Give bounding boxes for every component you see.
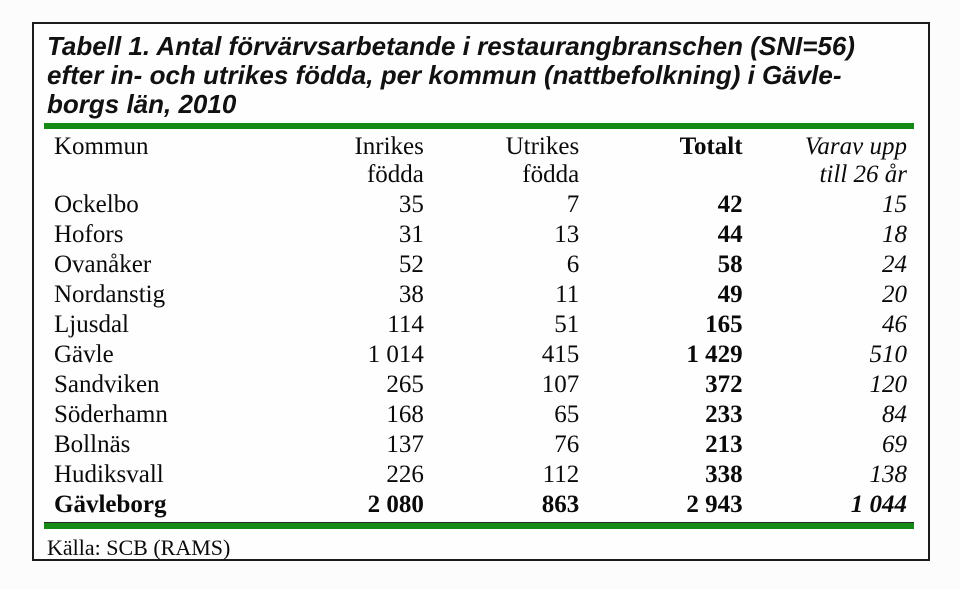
cell-inrikes-fodda: 265	[386, 371, 424, 398]
table-row: Ljusdal 114 51 165 46	[44, 310, 915, 340]
cell-totalt: 44	[717, 221, 743, 248]
cell-totalt: 233	[705, 401, 743, 428]
column-header-kommun: Kommun	[54, 133, 149, 160]
table-row: Gävle 1 014 415 1 429 510	[44, 340, 915, 370]
table-bottom-rule	[44, 522, 914, 529]
cell-totalt: 165	[705, 311, 743, 338]
cell-inrikes-fodda: 35	[398, 191, 424, 218]
source-note: Källa: SCB (RAMS)	[47, 535, 231, 560]
title-divider-rule	[44, 123, 914, 129]
table-title: Tabell 1. Antal förvärvsarbetande i rest…	[47, 31, 855, 119]
cell-utrikes-fodda: 11	[555, 281, 580, 308]
cell-utrikes-fodda: 107	[541, 371, 580, 398]
cell-inrikes-fodda: 114	[387, 311, 424, 338]
cell-kommun: Nordanstig	[54, 281, 166, 308]
cell-totalt: 372	[705, 371, 743, 398]
table-row: Hofors 31 13 44 18	[44, 220, 915, 250]
cell-utrikes-fodda: 76	[554, 431, 580, 458]
table-row: Gävleborg 2 080 863 2 943 1 044	[44, 490, 915, 520]
cell-totalt: 2 943	[686, 491, 743, 518]
table-row: Ockelbo 35 7 42 15	[44, 190, 915, 220]
cell-inrikes-fodda: 1 014	[367, 341, 424, 368]
cell-utrikes-fodda: 863	[541, 491, 580, 518]
cell-kommun: Gävleborg	[54, 491, 167, 518]
statistics-table-wrap: Kommun Inrikes födda Utrikes födda Total…	[44, 130, 915, 520]
cell-kommun: Hudiksvall	[54, 461, 164, 488]
cell-inrikes-fodda: 168	[386, 401, 424, 428]
cell-varav: 510	[869, 341, 908, 368]
cell-varav: 138	[869, 461, 908, 488]
cell-kommun: Bollnäs	[54, 431, 131, 458]
table-row: Bollnäs 137 76 213 69	[44, 430, 915, 460]
cell-varav: 69	[882, 431, 907, 458]
cell-kommun: Hofors	[54, 221, 124, 248]
column-header-utrikes-fodda: Utrikes födda	[505, 133, 580, 188]
cell-varav: 20	[882, 281, 907, 308]
column-header-inrikes-fodda: Inrikes födda	[354, 133, 424, 188]
statistics-table: Kommun Inrikes födda Utrikes födda Total…	[44, 130, 915, 520]
cell-kommun: Söderhamn	[54, 401, 168, 428]
table-body: Ockelbo 35 7 42 15 Hofors 31 13 44 18 Ov…	[44, 190, 915, 520]
cell-kommun: Ockelbo	[54, 191, 139, 218]
cell-varav: 46	[882, 311, 907, 338]
cell-varav: 24	[882, 251, 907, 278]
cell-totalt: 213	[705, 431, 743, 458]
cell-inrikes-fodda: 226	[386, 461, 424, 488]
cell-inrikes-fodda: 137	[386, 431, 424, 458]
table-row: Ovanåker 52 6 58 24	[44, 250, 915, 280]
cell-inrikes-fodda: 38	[398, 281, 424, 308]
table-frame: Tabell 1. Antal förvärvsarbetande i rest…	[32, 22, 930, 561]
cell-utrikes-fodda: 13	[554, 221, 580, 248]
cell-totalt: 58	[717, 251, 743, 278]
cell-kommun: Ovanåker	[54, 251, 152, 278]
cell-varav: 120	[869, 371, 908, 398]
cell-inrikes-fodda: 52	[398, 251, 424, 278]
cell-inrikes-fodda: 31	[398, 221, 424, 248]
table-row: Nordanstig 38 11 49 20	[44, 280, 915, 310]
cell-utrikes-fodda: 7	[566, 191, 580, 218]
column-header-totalt: Totalt	[679, 133, 743, 160]
table-row: Sandviken 265 107 372 120	[44, 370, 915, 400]
cell-utrikes-fodda: 6	[566, 251, 580, 278]
cell-kommun: Ljusdal	[54, 311, 129, 338]
cell-inrikes-fodda: 2 080	[367, 491, 424, 518]
cell-utrikes-fodda: 51	[554, 311, 580, 338]
cell-totalt: 338	[705, 461, 743, 488]
cell-utrikes-fodda: 415	[541, 341, 580, 368]
table-row: Hudiksvall 226 112 338 138	[44, 460, 915, 490]
cell-varav: 15	[882, 191, 907, 218]
cell-totalt: 42	[717, 191, 743, 218]
cell-varav: 18	[882, 221, 907, 248]
table-row: Söderhamn 168 65 233 84	[44, 400, 915, 430]
cell-kommun: Gävle	[54, 341, 114, 368]
cell-kommun: Sandviken	[54, 371, 160, 398]
table-header-row: Kommun Inrikes födda Utrikes födda Total…	[44, 130, 915, 190]
cell-utrikes-fodda: 112	[542, 461, 580, 488]
cell-varav: 1 044	[850, 491, 907, 518]
cell-totalt: 49	[717, 281, 743, 308]
column-header-varav-upp-till-26-ar: Varav upp till 26 år	[804, 133, 907, 188]
table-header: Kommun Inrikes födda Utrikes födda Total…	[44, 130, 915, 190]
cell-varav: 84	[882, 401, 907, 428]
cell-totalt: 1 429	[686, 341, 743, 368]
cell-utrikes-fodda: 65	[554, 401, 580, 428]
